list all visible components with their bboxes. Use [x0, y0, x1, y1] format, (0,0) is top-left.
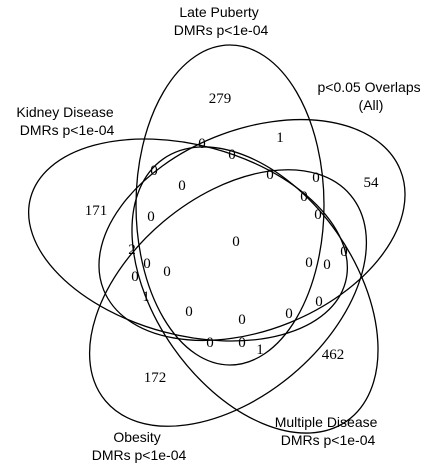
region-count: 0 — [315, 294, 323, 310]
region-count: 1 — [142, 289, 150, 305]
region-count: 0 — [323, 257, 331, 273]
region-count: 0 — [178, 178, 186, 194]
region-count: 0 — [150, 163, 158, 179]
p-overlaps-label: p<0.05 Overlaps (All) — [317, 79, 424, 113]
multiple-disease-label: Multiple Disease DMRs p<1e-04 — [275, 414, 382, 448]
kidney-disease-ellipse — [27, 138, 349, 342]
region-count: 0 — [185, 304, 193, 320]
region-count: 0 — [314, 207, 322, 223]
region-count: 0 — [238, 312, 246, 328]
region-count: 0 — [228, 147, 236, 163]
p-overlaps-ellipse — [98, 118, 406, 342]
late-puberty-ellipse — [135, 44, 325, 366]
region-count: 0 — [340, 244, 348, 260]
region-count: 0 — [143, 256, 151, 272]
region-count: 1 — [256, 342, 264, 358]
region-count: 0 — [312, 170, 320, 186]
obesity-label: Obesity DMRs p<1e-04 — [92, 429, 187, 463]
region-count: 0 — [238, 335, 246, 351]
multiple-disease-ellipse — [131, 146, 379, 434]
region-count: 0 — [266, 167, 274, 183]
region-count: 1 — [276, 130, 284, 146]
region-count: 0 — [232, 234, 240, 250]
region-count: 0 — [206, 335, 214, 351]
region-count: 0 — [131, 269, 139, 285]
obesity-ellipse — [88, 169, 368, 427]
region-count: 0 — [198, 136, 206, 152]
region-count: 0 — [305, 255, 313, 271]
region-count: 279 — [209, 91, 232, 107]
region-count: 462 — [322, 347, 345, 363]
region-count: 172 — [144, 370, 167, 386]
region-count: 54 — [364, 175, 380, 191]
region-count: 171 — [85, 203, 108, 219]
kidney-disease-label: Kidney Disease DMRs p<1e-04 — [16, 104, 117, 138]
region-count: 0 — [147, 209, 155, 225]
region-count: 0 — [300, 189, 308, 205]
region-count: 2 — [128, 242, 136, 258]
late-puberty-label: Late Puberty DMRs p<1e-04 — [174, 4, 269, 38]
region-count: 0 — [285, 306, 293, 322]
region-count: 0 — [163, 264, 171, 280]
